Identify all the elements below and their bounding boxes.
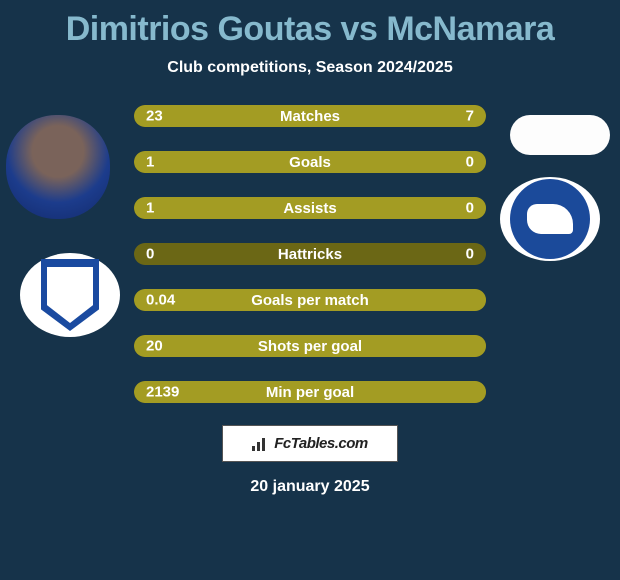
stat-bar: 23 Matches 7 [134,105,486,127]
stat-value-right: 7 [466,108,474,125]
season-subtitle: Club competitions, Season 2024/2025 [0,59,620,77]
stat-label: Assists [283,200,336,217]
stat-value-left: 0 [146,246,154,263]
stat-value-left: 20 [146,338,163,355]
player-left-avatar [6,115,110,219]
stat-bar-fill-left [134,105,402,127]
bar-chart-icon [252,437,270,451]
fctables-watermark: FcTables.com [222,425,398,462]
watermark-text: FcTables.com [274,435,367,452]
stat-bar: 2139 Min per goal [134,381,486,403]
stat-label: Matches [280,108,340,125]
team-right-crest-ring [510,179,590,259]
stat-label: Hattricks [278,246,342,263]
team-left-crest-inner [47,267,93,323]
team-right-crest [500,177,600,261]
stat-value-right: 0 [466,246,474,263]
page-title: Dimitrios Goutas vs McNamara [0,0,620,49]
report-date: 20 january 2025 [0,478,620,496]
stat-label: Goals per match [251,292,369,309]
team-right-crest-lion [527,204,573,234]
stat-value-right: 0 [466,200,474,217]
stat-value-left: 23 [146,108,163,125]
stat-label: Shots per goal [258,338,362,355]
stat-value-left: 0.04 [146,292,175,309]
stat-value-left: 1 [146,200,154,217]
team-left-crest [20,253,120,337]
stat-value-right: 0 [466,154,474,171]
stat-bar: 1 Goals 0 [134,151,486,173]
team-left-crest-shield [41,259,99,331]
stat-bars: 23 Matches 7 1 Goals 0 1 Assists 0 0 Hattricks 0 0.0… [134,105,486,403]
stat-value-left: 1 [146,154,154,171]
stat-value-left: 2139 [146,384,179,401]
stat-bar: 0.04 Goals per match [134,289,486,311]
stat-bar: 0 Hattricks 0 [134,243,486,265]
comparison-content: 23 Matches 7 1 Goals 0 1 Assists 0 0 Hattricks 0 0.0… [0,105,620,496]
player-right-avatar [510,115,610,155]
stat-label: Min per goal [266,384,354,401]
stat-bar: 20 Shots per goal [134,335,486,357]
stat-label: Goals [289,154,331,171]
stat-bar: 1 Assists 0 [134,197,486,219]
